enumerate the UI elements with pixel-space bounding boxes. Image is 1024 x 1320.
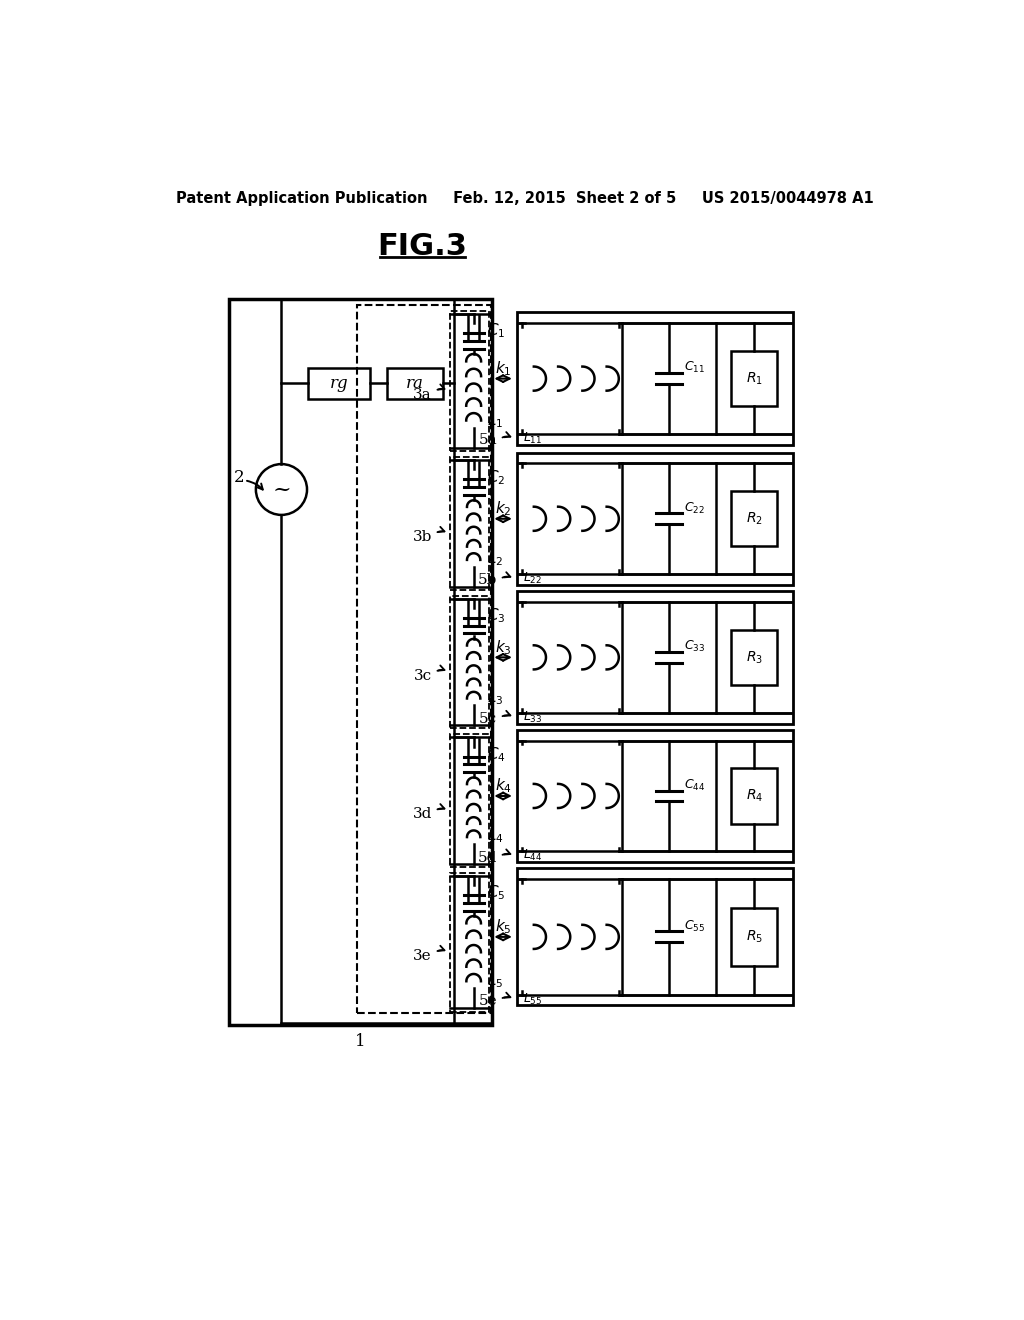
Bar (517, 313, 793, 445)
Text: 3e: 3e (413, 949, 432, 964)
Text: 3c: 3c (414, 669, 432, 682)
Text: rg: rg (330, 375, 348, 392)
Text: $L_{44}$: $L_{44}$ (523, 849, 543, 863)
Bar (356, 305, 490, 1014)
Text: $k_1$: $k_1$ (495, 359, 511, 378)
Text: $C_2$: $C_2$ (486, 467, 505, 487)
Bar (451, 595, 489, 729)
Text: $R_2$: $R_2$ (745, 511, 763, 527)
Text: $k_2$: $k_2$ (495, 499, 511, 519)
Text: $C_{33}$: $C_{33}$ (684, 639, 705, 655)
Text: $C_5$: $C_5$ (486, 883, 505, 903)
Text: 2: 2 (233, 470, 244, 487)
Text: $C_3$: $C_3$ (486, 606, 506, 626)
Text: $C_{44}$: $C_{44}$ (684, 777, 705, 793)
Text: 5d: 5d (477, 850, 497, 865)
Bar (517, 869, 793, 1006)
Bar (451, 734, 489, 867)
Bar (308, 368, 370, 399)
Text: $L_5$: $L_5$ (486, 972, 503, 990)
Bar (731, 768, 777, 824)
Text: 5a: 5a (478, 433, 497, 447)
Text: 5e: 5e (478, 994, 497, 1007)
Bar (451, 873, 489, 1011)
Bar (731, 491, 777, 546)
Text: $L_{33}$: $L_{33}$ (523, 710, 543, 725)
Bar (731, 908, 777, 966)
Text: $k_4$: $k_4$ (495, 776, 512, 795)
Text: $C_4$: $C_4$ (486, 744, 506, 764)
Bar (387, 368, 442, 399)
Text: $C_{22}$: $C_{22}$ (684, 500, 705, 516)
Text: $R_4$: $R_4$ (745, 788, 763, 804)
Text: $L_3$: $L_3$ (486, 688, 503, 706)
Bar (451, 457, 489, 590)
Bar (517, 730, 793, 862)
Text: 3b: 3b (413, 531, 432, 544)
Text: $R_1$: $R_1$ (745, 371, 763, 387)
Text: $L_{22}$: $L_{22}$ (523, 572, 543, 586)
Bar (451, 312, 489, 451)
Text: $C_{11}$: $C_{11}$ (684, 360, 705, 375)
Text: $L_1$: $L_1$ (486, 411, 503, 429)
Text: $k_5$: $k_5$ (495, 917, 511, 936)
Text: $L_4$: $L_4$ (486, 826, 504, 845)
Bar (517, 453, 793, 585)
Text: 3d: 3d (413, 808, 432, 821)
Text: $C_1$: $C_1$ (486, 322, 505, 341)
Text: ra: ra (406, 375, 424, 392)
Text: $R_5$: $R_5$ (745, 929, 763, 945)
Text: Patent Application Publication     Feb. 12, 2015  Sheet 2 of 5     US 2015/00449: Patent Application Publication Feb. 12, … (176, 191, 873, 206)
Text: FIG.3: FIG.3 (378, 232, 467, 261)
Bar (228, 300, 493, 1024)
Bar (731, 630, 777, 685)
Text: $L_2$: $L_2$ (486, 549, 503, 568)
Text: $L_{11}$: $L_{11}$ (523, 430, 543, 446)
Text: $k_3$: $k_3$ (495, 638, 511, 657)
Text: $R_3$: $R_3$ (745, 649, 763, 665)
Text: 1: 1 (355, 1034, 366, 1051)
Text: ~: ~ (272, 479, 291, 500)
Text: 5c: 5c (479, 711, 497, 726)
Bar (517, 591, 793, 723)
Text: $C_{55}$: $C_{55}$ (684, 919, 705, 933)
Text: 5b: 5b (477, 573, 497, 587)
Text: $L_{55}$: $L_{55}$ (523, 991, 543, 1007)
Bar (731, 351, 777, 407)
Text: 3a: 3a (413, 388, 432, 401)
